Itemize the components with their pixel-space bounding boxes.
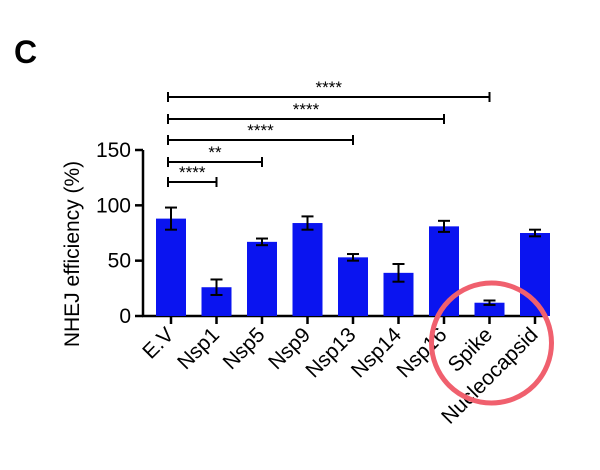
bar-nsp5: [247, 241, 277, 316]
bar-spike: [474, 302, 505, 316]
y-tick-label: 50: [108, 250, 131, 273]
significance-label: **: [208, 143, 222, 162]
x-tick-label: Nsp1: [173, 323, 224, 374]
significance-label: ****: [247, 121, 274, 140]
significance-label: ****: [316, 78, 343, 97]
chart-error-bars: [165, 206, 541, 306]
y-tick-label: 100: [96, 194, 131, 217]
bar-ev: [156, 218, 186, 316]
y-tick-label: 0: [119, 305, 131, 328]
y-tick-label: 150: [96, 139, 131, 162]
bar-nsp13: [338, 257, 368, 316]
chart-significance-brackets: ******************: [167, 78, 491, 187]
x-tick-label: Nsp13: [301, 323, 360, 382]
highlight-circle: [429, 280, 554, 406]
panel-label: C: [14, 34, 38, 70]
bar-nsp16: [429, 226, 459, 316]
significance-label: ****: [293, 100, 320, 119]
chart-bars: [156, 218, 550, 316]
x-tick-label: Nsp14: [347, 323, 406, 382]
chart-highlight: [429, 280, 554, 406]
x-tick-label: Nsp5: [219, 323, 270, 374]
significance-label: ****: [179, 163, 206, 182]
bar-nsp9: [292, 223, 323, 316]
y-axis-label: NHEJ efficiency (%): [61, 161, 84, 347]
chart-category-labels: E.VNsp1Nsp5Nsp9Nsp13Nsp14Nsp16SpikeNucle…: [138, 323, 542, 429]
